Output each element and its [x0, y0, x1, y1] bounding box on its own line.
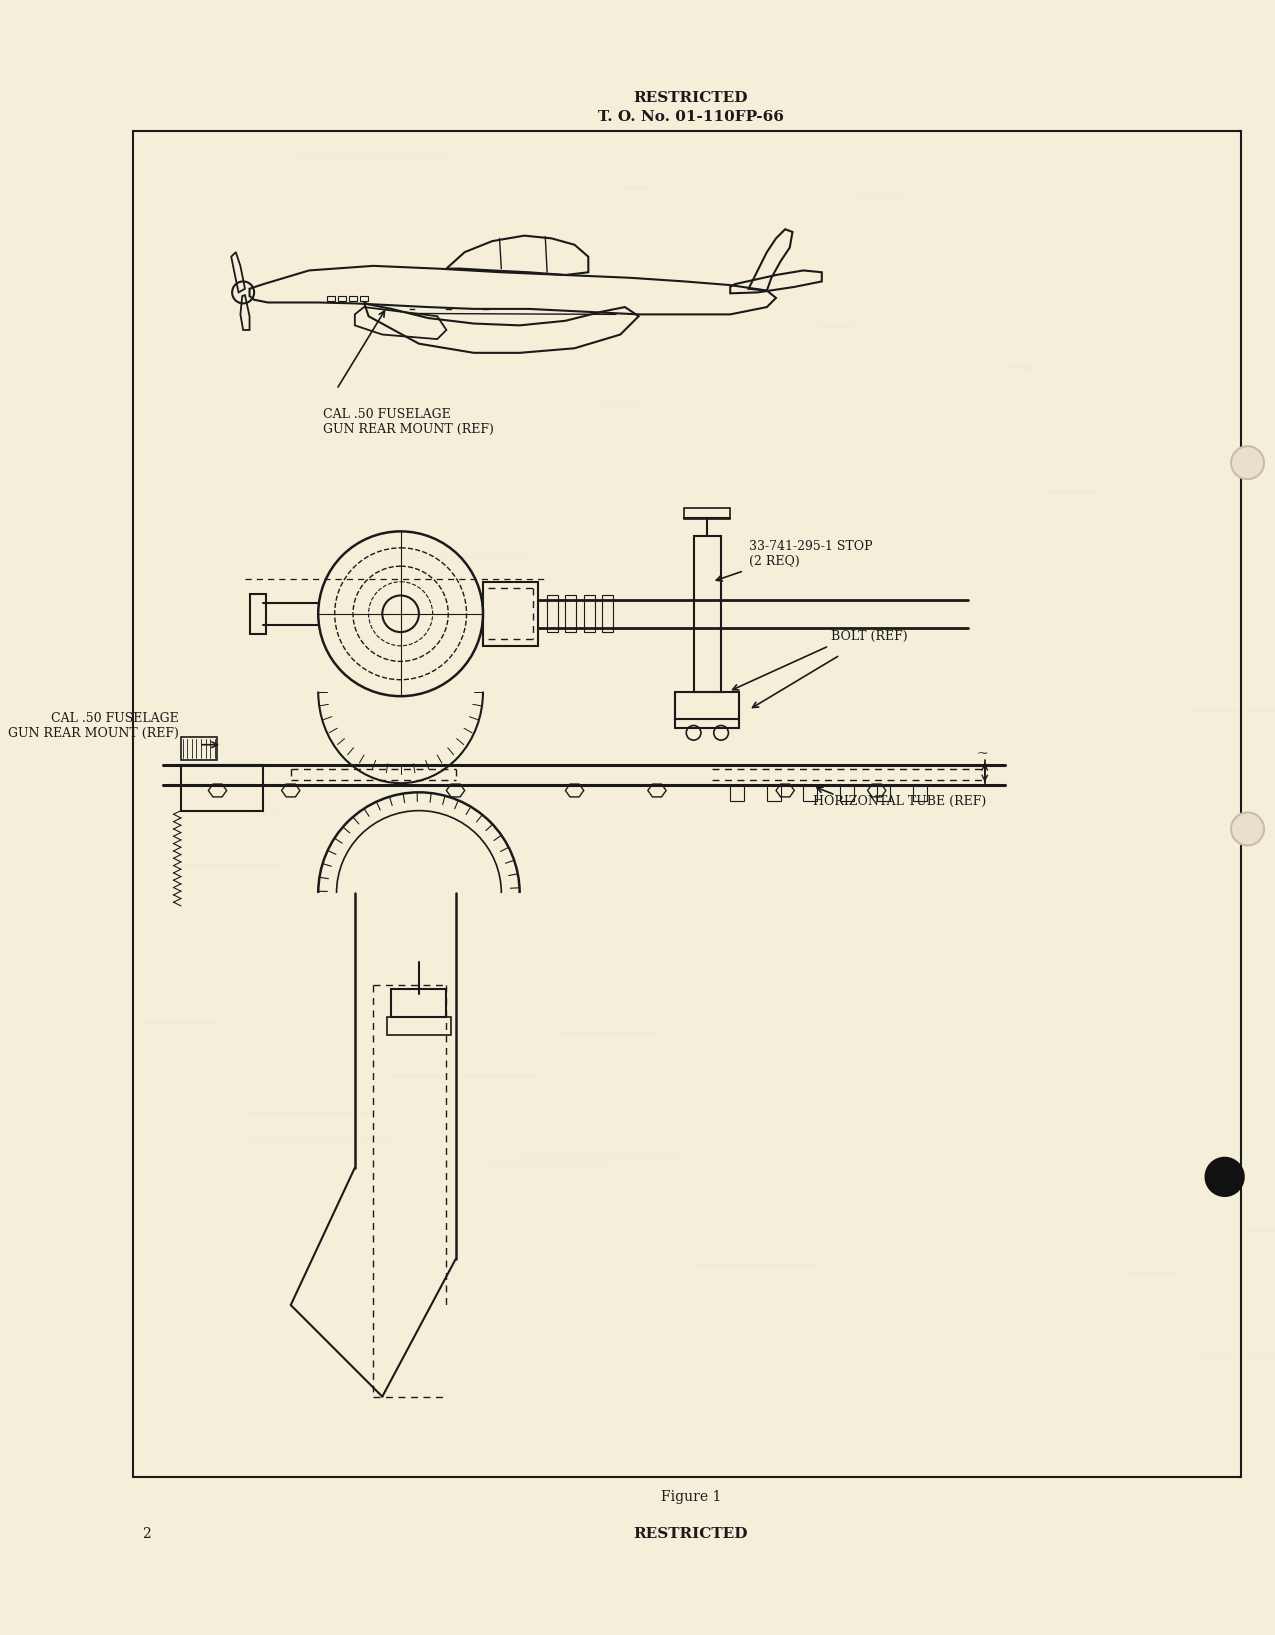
Bar [168, 865, 279, 867]
Bar [385, 556, 528, 558]
Bar [826, 1552, 875, 1553]
Bar [1191, 710, 1275, 713]
Bar [694, 1264, 821, 1265]
Bar [181, 765, 263, 811]
Bar [1052, 1282, 1215, 1285]
Circle shape [1205, 1156, 1244, 1197]
Bar [217, 1413, 384, 1414]
Bar [349, 296, 357, 301]
Text: HORIZONTAL TUBE (REF): HORIZONTAL TUBE (REF) [812, 795, 986, 808]
Bar [757, 1470, 894, 1473]
Circle shape [1232, 813, 1264, 845]
Bar [676, 692, 739, 719]
Text: 33-741-295-1 STOP
(2 REQ): 33-741-295-1 STOP (2 REQ) [748, 540, 872, 569]
Bar [766, 785, 780, 801]
Bar [226, 96, 268, 98]
Bar [547, 595, 558, 633]
Bar [561, 1032, 659, 1033]
Bar [1052, 525, 1094, 526]
Bar [694, 536, 722, 692]
Bar [1125, 1272, 1182, 1275]
Bar [602, 595, 613, 633]
Bar [487, 1161, 615, 1164]
Bar [338, 296, 346, 301]
Bar [913, 785, 927, 801]
Bar [620, 186, 652, 190]
Bar [881, 536, 989, 538]
Text: Figure 1: Figure 1 [660, 1491, 722, 1504]
Bar [1035, 821, 1153, 824]
Bar [969, 899, 1091, 901]
Bar [311, 1104, 399, 1105]
Bar [483, 582, 538, 646]
Bar [361, 296, 367, 301]
Bar [858, 108, 977, 111]
Bar [1009, 366, 1038, 370]
Bar [393, 1525, 481, 1529]
Bar [1247, 842, 1275, 844]
Bar [446, 311, 618, 312]
Bar [1046, 490, 1100, 494]
Bar [1195, 1354, 1275, 1357]
Text: T. O. No. 01-110FP-66: T. O. No. 01-110FP-66 [598, 110, 784, 124]
Bar [246, 1112, 371, 1115]
Bar [289, 155, 453, 159]
Text: CAL .50 FUSELAGE
GUN REAR MOUNT (REF): CAL .50 FUSELAGE GUN REAR MOUNT (REF) [323, 407, 493, 437]
Text: 2: 2 [143, 1527, 152, 1540]
Bar [479, 1334, 511, 1336]
Bar [134, 131, 1241, 1476]
Bar [156, 1349, 292, 1352]
Text: BOLT (REF): BOLT (REF) [831, 629, 908, 643]
Bar [537, 1015, 663, 1017]
Bar [817, 324, 854, 327]
Bar [247, 1136, 393, 1138]
Bar [951, 489, 982, 492]
Text: RESTRICTED: RESTRICTED [634, 92, 748, 105]
Bar [144, 1022, 221, 1024]
Bar [565, 595, 576, 633]
Bar [321, 525, 431, 526]
Bar [682, 778, 736, 780]
Circle shape [1232, 446, 1264, 479]
Bar [877, 785, 890, 801]
Bar [857, 195, 910, 198]
Text: RESTRICTED: RESTRICTED [634, 1527, 748, 1540]
Bar [1239, 1230, 1275, 1231]
Bar [1168, 428, 1218, 430]
Bar [1264, 687, 1275, 688]
Bar [584, 595, 594, 633]
Text: ~: ~ [977, 747, 988, 760]
Bar [328, 296, 335, 301]
Bar [515, 1156, 682, 1158]
Bar [718, 1221, 778, 1223]
Bar [1024, 368, 1132, 370]
Bar [250, 811, 283, 813]
Bar [685, 508, 731, 520]
Bar [803, 785, 817, 801]
Text: CAL .50 FUSELAGE
GUN REAR MOUNT (REF): CAL .50 FUSELAGE GUN REAR MOUNT (REF) [8, 713, 179, 741]
Bar [731, 785, 743, 801]
Bar [181, 737, 218, 760]
Bar [391, 989, 446, 1017]
Bar [506, 239, 677, 242]
Bar [386, 1017, 451, 1035]
Bar [250, 594, 266, 634]
Bar [840, 785, 854, 801]
Bar [878, 1292, 992, 1295]
Bar [544, 1493, 686, 1494]
